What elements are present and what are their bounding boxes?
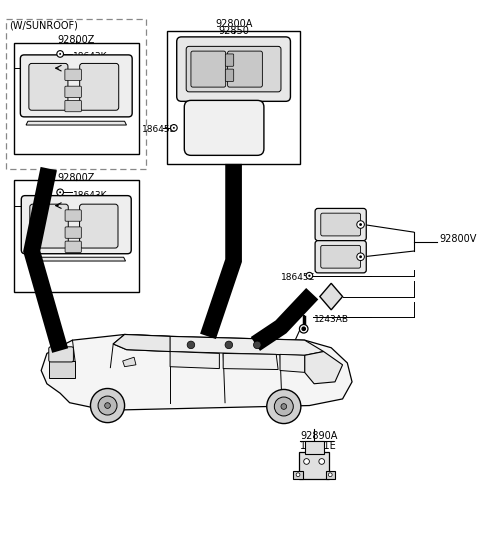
- Text: 1243AB: 1243AB: [314, 314, 349, 324]
- FancyBboxPatch shape: [65, 210, 81, 221]
- Circle shape: [301, 326, 306, 331]
- Circle shape: [90, 388, 125, 423]
- Circle shape: [304, 459, 310, 464]
- Bar: [293, 471, 303, 479]
- Polygon shape: [170, 352, 219, 368]
- FancyBboxPatch shape: [186, 47, 281, 92]
- Bar: [14, 180, 139, 292]
- Polygon shape: [320, 283, 343, 310]
- FancyBboxPatch shape: [225, 54, 234, 66]
- Text: 92800Z: 92800Z: [58, 173, 95, 183]
- FancyBboxPatch shape: [65, 69, 82, 81]
- FancyBboxPatch shape: [315, 208, 366, 241]
- Circle shape: [359, 255, 362, 258]
- Circle shape: [328, 473, 332, 477]
- Polygon shape: [123, 357, 136, 367]
- Text: 92800A: 92800A: [215, 19, 252, 29]
- FancyBboxPatch shape: [177, 37, 290, 101]
- Text: 92800V: 92800V: [439, 234, 477, 244]
- FancyBboxPatch shape: [315, 241, 366, 273]
- Circle shape: [267, 390, 301, 424]
- Polygon shape: [113, 334, 324, 355]
- Circle shape: [170, 124, 177, 131]
- Circle shape: [281, 404, 287, 410]
- Circle shape: [57, 51, 63, 57]
- Circle shape: [308, 275, 311, 277]
- FancyBboxPatch shape: [49, 347, 73, 362]
- Circle shape: [98, 396, 117, 415]
- Circle shape: [105, 403, 110, 408]
- Text: 18641E: 18641E: [300, 440, 336, 451]
- Bar: [6, 19, 146, 169]
- Polygon shape: [41, 334, 352, 410]
- Text: 18643K: 18643K: [20, 65, 55, 74]
- Circle shape: [59, 192, 61, 193]
- FancyBboxPatch shape: [65, 241, 81, 253]
- Text: 18643K: 18643K: [72, 52, 107, 61]
- Circle shape: [187, 341, 195, 349]
- FancyBboxPatch shape: [225, 69, 234, 82]
- Text: 18645E: 18645E: [142, 125, 176, 134]
- Bar: [305, 440, 324, 454]
- FancyBboxPatch shape: [321, 246, 360, 268]
- FancyBboxPatch shape: [65, 86, 82, 97]
- Circle shape: [357, 221, 364, 228]
- Circle shape: [359, 223, 362, 226]
- Text: 92800Z: 92800Z: [58, 35, 95, 45]
- Bar: [299, 452, 329, 479]
- Circle shape: [57, 189, 63, 196]
- Text: 18645E: 18645E: [281, 273, 315, 282]
- FancyBboxPatch shape: [80, 204, 118, 248]
- Polygon shape: [280, 354, 305, 372]
- FancyBboxPatch shape: [21, 196, 131, 254]
- Text: (W/SUNROOF): (W/SUNROOF): [9, 21, 78, 31]
- Circle shape: [296, 473, 300, 477]
- FancyBboxPatch shape: [80, 63, 119, 110]
- Circle shape: [225, 341, 233, 349]
- Polygon shape: [223, 353, 278, 370]
- Text: 18643K: 18643K: [72, 190, 107, 200]
- FancyBboxPatch shape: [65, 227, 81, 238]
- Text: 92850: 92850: [218, 27, 249, 36]
- FancyBboxPatch shape: [29, 63, 68, 110]
- Polygon shape: [26, 121, 127, 125]
- FancyBboxPatch shape: [191, 51, 226, 87]
- Bar: [325, 471, 335, 479]
- Bar: [167, 31, 300, 164]
- Polygon shape: [113, 334, 170, 352]
- Bar: [49, 361, 75, 378]
- Polygon shape: [305, 352, 343, 384]
- Circle shape: [173, 127, 175, 129]
- Circle shape: [319, 459, 324, 464]
- Circle shape: [306, 273, 312, 279]
- Circle shape: [59, 53, 61, 55]
- FancyBboxPatch shape: [30, 204, 68, 248]
- FancyBboxPatch shape: [20, 55, 132, 117]
- Circle shape: [275, 397, 293, 416]
- Text: 92890A: 92890A: [300, 431, 337, 441]
- FancyBboxPatch shape: [321, 213, 360, 236]
- Circle shape: [357, 253, 364, 261]
- Circle shape: [300, 325, 308, 333]
- FancyBboxPatch shape: [65, 101, 82, 112]
- Polygon shape: [27, 257, 126, 261]
- FancyBboxPatch shape: [228, 51, 263, 87]
- Circle shape: [253, 341, 261, 349]
- FancyBboxPatch shape: [184, 101, 264, 155]
- Bar: [14, 43, 139, 154]
- Text: 18643K: 18643K: [20, 203, 55, 212]
